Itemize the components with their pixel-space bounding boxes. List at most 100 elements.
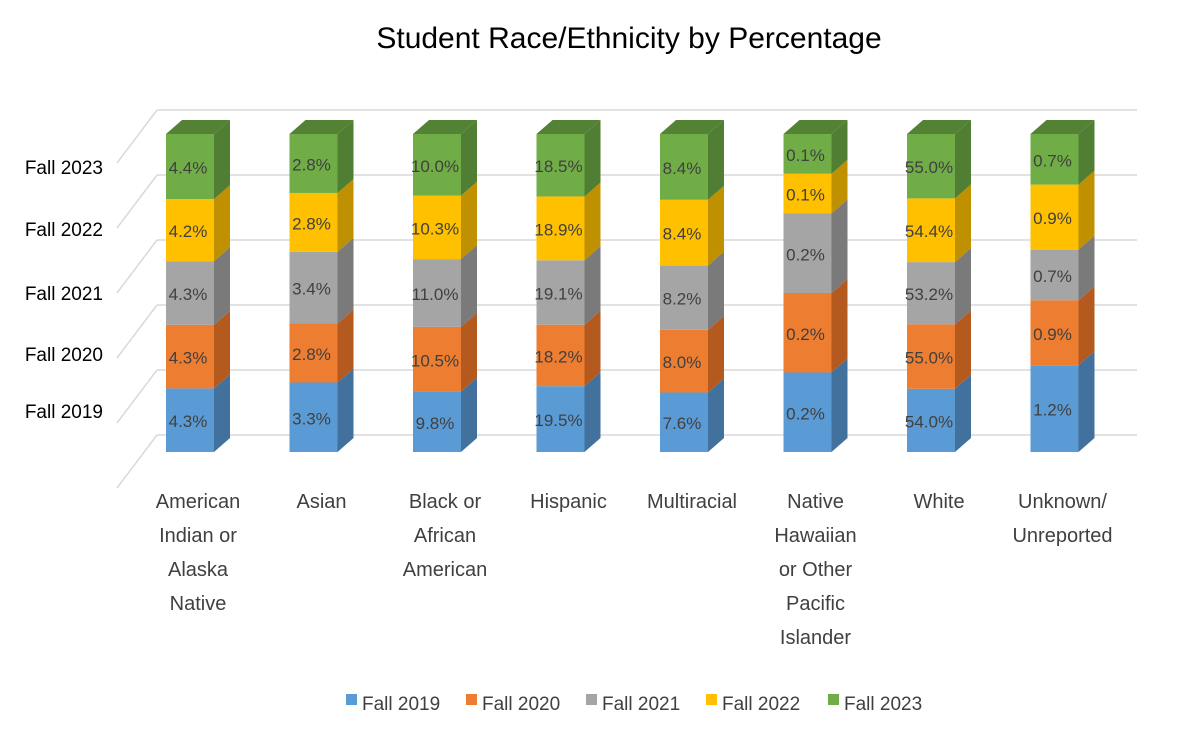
bar-segment	[907, 134, 955, 199]
data-label: 18.9%	[534, 220, 582, 239]
category-label: Hispanic	[530, 491, 607, 513]
bar-top	[536, 120, 601, 134]
data-label: 8.4%	[663, 225, 702, 244]
category-label: Multiracial	[647, 491, 737, 513]
data-label: 3.3%	[292, 409, 331, 428]
bar-segment	[166, 261, 214, 325]
data-label: 4.3%	[169, 412, 208, 431]
bar-segment-side	[831, 159, 848, 214]
data-labels: 4.3% 4.3% 4.3% 4.2% 4.4% 3.3% 2.8% 3.4% 2.8% 2.8%…	[169, 146, 1072, 433]
bar-top	[166, 120, 230, 134]
legend-swatch	[346, 694, 357, 705]
bar-segment-side	[584, 246, 601, 325]
data-label: 4.3%	[169, 349, 208, 368]
bar-segment-side	[955, 120, 971, 199]
bar-top	[907, 120, 971, 134]
data-label: 0.1%	[786, 146, 825, 165]
bar-segment	[166, 388, 214, 452]
bar-segment-side	[708, 185, 724, 266]
category-label: Black or African American	[403, 491, 487, 581]
category-label: Unknown/Unreported	[1012, 491, 1112, 547]
category-label: American Indian or Alaska Native	[156, 491, 240, 615]
data-label: 8.0%	[663, 353, 702, 372]
data-label: 0.7%	[1033, 267, 1072, 286]
bar-segment	[907, 388, 955, 452]
legend-swatch	[466, 694, 477, 705]
legend-label: Fall 2021	[602, 694, 680, 715]
data-label: 1.2%	[1033, 401, 1072, 420]
bar-segment	[536, 324, 585, 387]
bar-segment	[289, 192, 338, 252]
bar-segment-side	[584, 120, 601, 197]
category-label: White	[913, 491, 964, 513]
legend-label: Fall 2022	[722, 694, 800, 715]
bar-segment-side	[708, 120, 724, 200]
bar-segment	[289, 382, 338, 452]
bar-segment-side	[584, 310, 601, 387]
data-label: 4.2%	[169, 222, 208, 241]
bar-segment-side	[708, 315, 724, 393]
bar-segment	[1030, 300, 1079, 366]
bar-segment-side	[955, 310, 971, 389]
bar-segment-side	[1078, 170, 1095, 250]
gridlines	[116, 109, 1137, 489]
bar-segment	[660, 199, 708, 266]
bar-segment-side	[1078, 120, 1095, 185]
bar-segment	[166, 134, 214, 200]
bar-top	[413, 120, 477, 134]
bar-segment	[783, 134, 832, 174]
depth-axis-label: Fall 2023	[25, 158, 103, 179]
data-label: 8.2%	[663, 290, 702, 309]
bar-top	[783, 120, 848, 134]
data-label: 2.8%	[292, 155, 331, 174]
bar-segment-side	[214, 185, 230, 262]
bar-segment-side	[831, 120, 848, 174]
bar-segment-side	[831, 199, 848, 293]
data-label: 55.0%	[905, 158, 953, 177]
gridline-slant	[116, 369, 158, 424]
data-label: 53.2%	[905, 285, 953, 304]
bar-segment	[783, 213, 832, 293]
bar-segment-side	[955, 184, 971, 263]
data-label: 0.2%	[786, 325, 825, 344]
bar-segment	[1030, 184, 1079, 250]
legend-swatch	[586, 694, 597, 705]
bar-segment-side	[461, 181, 477, 260]
data-label: 4.4%	[169, 159, 208, 178]
data-label: 19.5%	[534, 411, 582, 430]
bar-segment-side	[831, 358, 848, 452]
bar-segment-side	[461, 312, 477, 392]
bar-segment-side	[708, 378, 724, 452]
depth-axis-labels: Fall 2019 Fall 2020 Fall 2021 Fall 2022 Fall…	[25, 158, 103, 423]
bar-top	[289, 120, 354, 134]
bar-segment-side	[955, 374, 971, 452]
bar-segment	[783, 293, 832, 373]
bar-segment	[413, 391, 461, 452]
bar-segment	[660, 392, 708, 452]
bar-segment-side	[337, 120, 354, 193]
data-label: 54.4%	[905, 222, 953, 241]
bar-segment	[536, 386, 585, 452]
bar-segment-side	[214, 120, 230, 200]
data-label: 7.6%	[663, 414, 702, 433]
gridline-slant	[116, 304, 158, 359]
legend-swatch	[706, 694, 717, 705]
category-label: Native Hawaiian or Other Pacific Islander	[774, 491, 856, 649]
data-label: 18.2%	[534, 347, 582, 366]
bar-segment-side	[1078, 351, 1095, 452]
bar-segment	[166, 324, 214, 389]
data-label: 4.3%	[169, 285, 208, 304]
data-label: 10.3%	[411, 219, 459, 238]
data-label: 0.7%	[1033, 151, 1072, 170]
bar-segment-side	[831, 279, 848, 373]
bar-segment	[536, 134, 585, 197]
bar-segment-side	[955, 248, 971, 325]
bar-segment	[1030, 134, 1079, 185]
bar-segment	[1030, 365, 1079, 452]
bar-segment	[413, 195, 461, 260]
bar-segment	[413, 134, 461, 196]
data-label: 0.9%	[1033, 209, 1072, 228]
bar-segment	[289, 323, 338, 383]
